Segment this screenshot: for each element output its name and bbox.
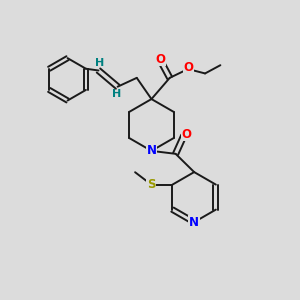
Text: H: H	[95, 58, 104, 68]
Text: O: O	[184, 61, 194, 74]
Text: N: N	[189, 216, 199, 229]
Text: S: S	[147, 178, 155, 191]
Text: N: N	[146, 144, 157, 158]
Text: H: H	[112, 89, 121, 99]
Text: O: O	[182, 128, 192, 141]
Text: O: O	[155, 52, 165, 65]
